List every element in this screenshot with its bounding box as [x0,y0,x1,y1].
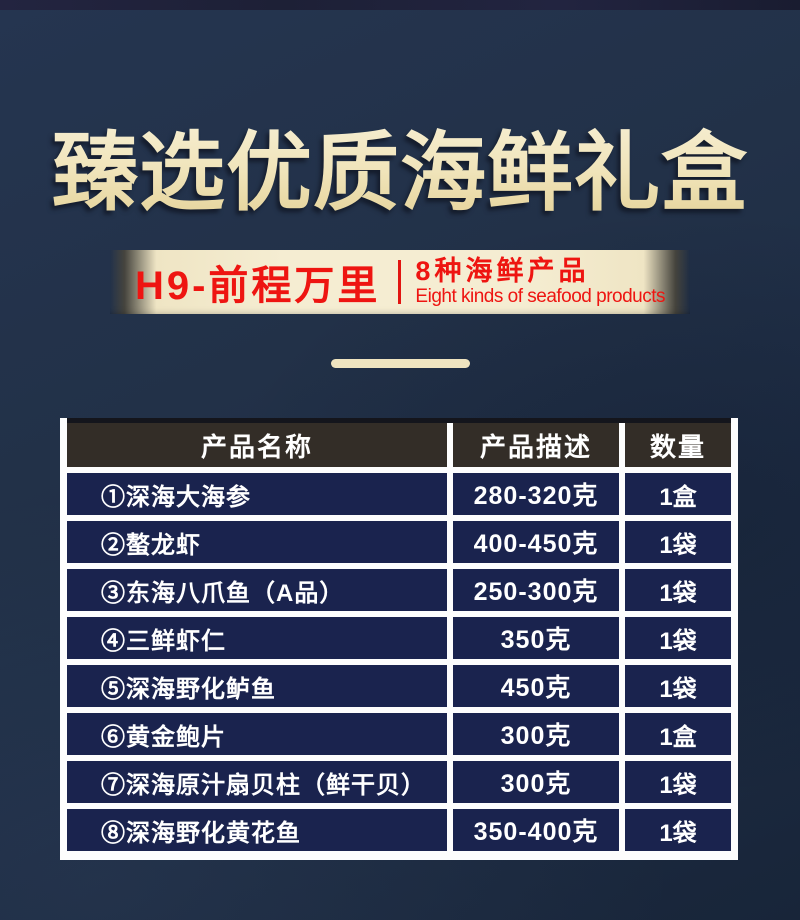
row-4-name: ④三鲜虾仁 [67,617,447,659]
page-title: 臻选优质海鲜礼盒 [0,102,800,227]
row-8-description: 350-400克 [453,809,619,851]
row-1-quantity: 1盒 [625,473,731,515]
row-4-description: 350克 [453,617,619,659]
row-2-name: ②螯龙虾 [67,521,447,563]
row-3-quantity: 1袋 [625,569,731,611]
row-3-description: 250-300克 [453,569,619,611]
row-4-quantity: 1袋 [625,617,731,659]
row-5-name: ⑤深海野化鲈鱼 [67,665,447,707]
row-7-name: ⑦深海原汁扇贝柱（鲜干贝） [67,761,447,803]
product-table: 产品名称 产品描述 数量 ①深海大海参 280-320克 1盒 ②螯龙虾 400… [60,418,738,860]
row-1-description: 280-320克 [453,473,619,515]
divider-bar [331,359,470,368]
product-table-grid: 产品名称 产品描述 数量 ①深海大海参 280-320克 1盒 ②螯龙虾 400… [67,418,731,851]
row-2-quantity: 1袋 [625,521,731,563]
row-6-quantity: 1盒 [625,713,731,755]
subtitle-chinese: 8种海鲜产品 [415,256,590,287]
row-5-quantity: 1袋 [625,665,731,707]
ribbon-subtitle-group: 8种海鲜产品 Eight kinds of seafood products [415,256,666,307]
top-strip [0,0,800,10]
row-7-quantity: 1袋 [625,761,731,803]
ribbon-vertical-divider [398,260,402,304]
subtitle-english: Eight kinds of seafood products [415,285,666,307]
row-6-name: ⑥黄金鲍片 [67,713,447,755]
column-header-description: 产品描述 [453,423,619,467]
column-header-name: 产品名称 [67,423,447,467]
row-7-description: 300克 [453,761,619,803]
product-model-label: H9-前程万里 [134,264,381,308]
column-header-quantity: 数量 [625,423,731,467]
row-2-description: 400-450克 [453,521,619,563]
row-6-description: 300克 [453,713,619,755]
row-3-name: ③东海八爪鱼（A品） [67,569,447,611]
ribbon-banner: H9-前程万里 8种海鲜产品 Eight kinds of seafood pr… [110,250,690,314]
row-8-name: ⑧深海野化黄花鱼 [67,809,447,851]
row-5-description: 450克 [453,665,619,707]
row-1-name: ①深海大海参 [67,473,447,515]
row-8-quantity: 1袋 [625,809,731,851]
